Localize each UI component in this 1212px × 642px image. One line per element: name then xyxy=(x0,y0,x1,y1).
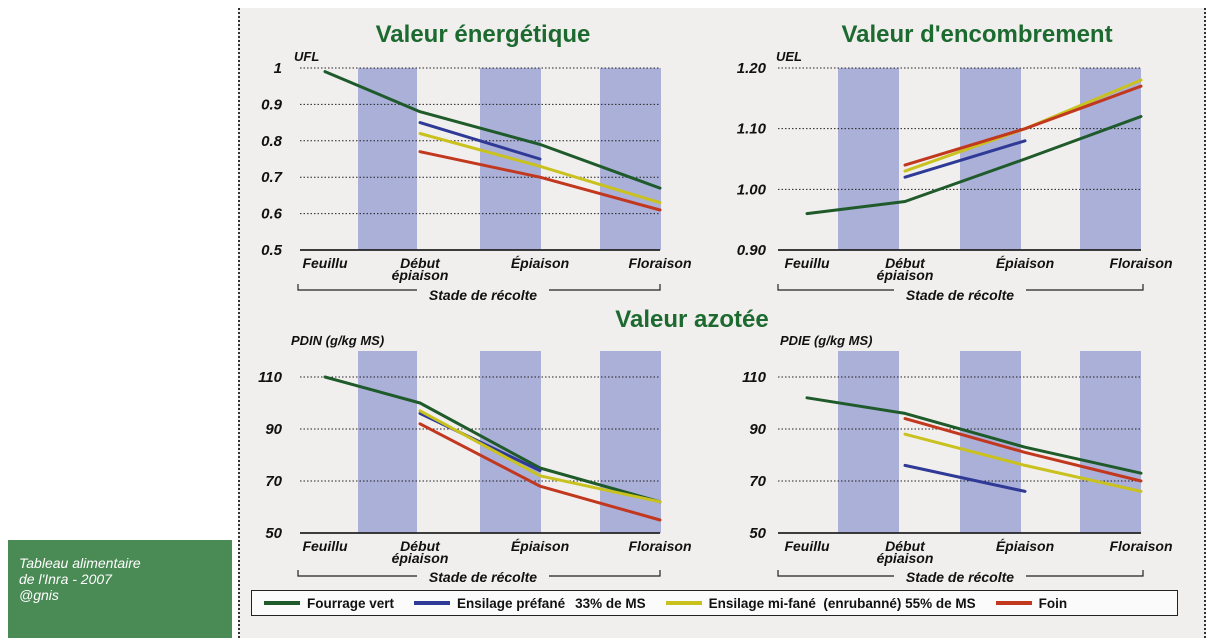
series-line xyxy=(903,463,1027,493)
legend-label: Foin xyxy=(1038,595,1068,611)
caption-line: Tableau alimentaire xyxy=(19,555,141,571)
x-category-label: Début xyxy=(400,538,441,554)
x-category-label: Épiaison xyxy=(996,255,1054,271)
y-tick-label: 0.6 xyxy=(261,206,283,223)
series-line xyxy=(418,409,662,504)
y-tick-label: 70 xyxy=(749,473,766,490)
series-line xyxy=(323,375,662,504)
series-line xyxy=(903,417,1143,483)
y-tick-label: 50 xyxy=(749,525,766,542)
x-category-label: Floraison xyxy=(628,538,691,554)
stage-band xyxy=(600,351,661,533)
stage-band xyxy=(358,351,417,533)
y-tick-label: 0.7 xyxy=(261,169,283,186)
chart-title: Valeur d'encombrement xyxy=(841,21,1112,48)
x-category-label: épiaison xyxy=(392,267,449,283)
x-category-label: Épiaison xyxy=(511,538,569,554)
series-line xyxy=(805,396,1143,475)
stage-band xyxy=(838,68,899,250)
x-category-label: Floraison xyxy=(1109,255,1172,271)
x-category-label: épiaison xyxy=(877,267,934,283)
y-tick-label: 0.8 xyxy=(261,133,283,150)
y-tick-label: 50 xyxy=(265,525,282,542)
series-line xyxy=(418,132,662,205)
x-category-label: Feuillu xyxy=(302,538,348,554)
x-axis-label-knockout xyxy=(417,572,549,580)
legend-item-fourrage-vert: Fourrage vert xyxy=(264,596,394,611)
legend-item-ensilage-mi-fane: Ensilage mi-fané (enrubanné) 55% de MS xyxy=(665,595,976,611)
y-tick-label: 0.5 xyxy=(261,242,283,259)
caption-line: de l'Inra - 2007 xyxy=(19,571,112,587)
y-tick-label: 70 xyxy=(265,473,282,490)
legend-label: Ensilage mi-fané (enrubanné) 55% de MS xyxy=(708,595,976,611)
x-axis-label-knockout xyxy=(894,286,1026,294)
x-category-label: Floraison xyxy=(628,255,691,271)
series-line xyxy=(323,70,662,190)
x-category-label: Feuillu xyxy=(302,255,348,271)
y-tick-label: 1.20 xyxy=(737,60,767,77)
y-tick-label: 110 xyxy=(742,369,767,386)
y-axis-label: PDIE (g/kg MS) xyxy=(780,333,872,348)
legend-swatch xyxy=(995,601,1032,605)
x-category-label: épiaison xyxy=(877,550,934,566)
series-line xyxy=(903,84,1143,167)
x-axis-label: Stade de récolte xyxy=(429,569,537,585)
chart-title: Valeur énergétique xyxy=(376,21,591,48)
series-line xyxy=(903,432,1143,493)
legend-label: Ensilage préfané xyxy=(457,595,566,611)
x-category-label: Feuillu xyxy=(784,538,830,554)
series-line xyxy=(418,422,662,522)
x-axis-label-knockout xyxy=(894,572,1026,580)
caption-line: @gnis xyxy=(19,587,59,603)
legend-item-ensilage-prefane: Ensilage préfané 33% de MS xyxy=(414,596,646,611)
y-tick-label: 1.10 xyxy=(737,121,767,138)
y-axis-label: UFL xyxy=(294,49,319,64)
x-category-label: Début xyxy=(885,538,926,554)
y-tick-label: 90 xyxy=(749,421,766,438)
source-caption: Tableau alimentaire de l'Inra - 2007 @gn… xyxy=(8,540,232,638)
stage-band xyxy=(358,68,417,250)
x-category-label: Feuillu xyxy=(784,255,830,271)
x-category-label: Début xyxy=(400,255,441,271)
y-axis-label: UEL xyxy=(776,49,802,64)
x-category-label: épiaison xyxy=(392,550,449,566)
section-title: Valeur azotée xyxy=(615,306,768,333)
stage-band xyxy=(838,351,899,533)
series-line xyxy=(805,115,1143,216)
x-category-label: Épiaison xyxy=(511,255,569,271)
x-axis-label: Stade de récolte xyxy=(429,287,537,303)
y-tick-label: 1.00 xyxy=(737,181,767,198)
stage-band xyxy=(1080,68,1141,250)
legend-item-foin: Foin xyxy=(995,595,1068,611)
series-line xyxy=(418,121,542,161)
stage-band xyxy=(600,68,661,250)
y-tick-label: 0.9 xyxy=(261,96,283,113)
legend-swatch xyxy=(414,601,451,605)
y-axis-label: PDIN (g/kg MS) xyxy=(291,333,384,348)
legend-swatch xyxy=(665,601,702,605)
x-axis-label-knockout xyxy=(417,286,549,294)
legend-label: Fourrage vert xyxy=(307,595,395,611)
y-tick-label: 0.90 xyxy=(737,242,767,259)
series-line xyxy=(903,139,1027,179)
y-tick-label: 1 xyxy=(274,60,282,77)
legend-extra: 33% de MS xyxy=(575,595,646,611)
y-tick-label: 110 xyxy=(258,369,283,386)
series-line xyxy=(418,150,662,212)
x-axis-label: Stade de récolte xyxy=(906,287,1014,303)
x-category-label: Épiaison xyxy=(996,538,1054,554)
x-axis-label: Stade de récolte xyxy=(906,569,1014,585)
stage-band xyxy=(1080,351,1141,533)
x-category-label: Début xyxy=(885,255,926,271)
chart-legend: Fourrage vert Ensilage préfané 33% de MS… xyxy=(251,590,1178,616)
x-category-label: Floraison xyxy=(1109,538,1172,554)
legend-swatch xyxy=(264,601,300,605)
y-tick-label: 90 xyxy=(265,421,282,438)
